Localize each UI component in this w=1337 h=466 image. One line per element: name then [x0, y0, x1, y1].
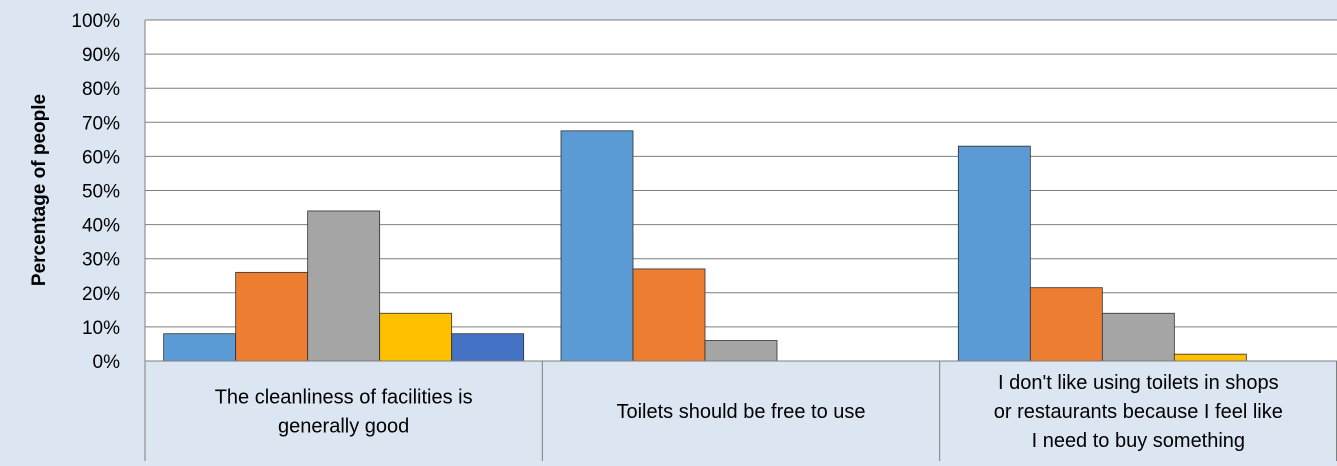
category-label: I need to buy something: [1032, 430, 1245, 452]
y-tick-label: 90%: [82, 45, 120, 66]
bar: [632, 268, 706, 362]
y-tick-label: 80%: [82, 79, 120, 100]
y-tick-labels: 0% 10% 20% 30% 40% 50% 60% 70% 80% 90% 100%: [71, 11, 120, 373]
bar: [560, 130, 634, 362]
bar: [307, 210, 381, 362]
y-tick-label: 30%: [82, 250, 120, 271]
bar: [957, 145, 1031, 362]
bar: [1101, 312, 1175, 362]
y-tick-label: 70%: [82, 113, 120, 134]
category-label: I don't like using toilets in shops: [998, 372, 1279, 394]
bar: [163, 333, 237, 362]
y-tick-label: 20%: [82, 284, 120, 305]
category-label: generally good: [278, 416, 409, 438]
bar: [379, 312, 453, 362]
y-tick-label: 60%: [82, 147, 120, 168]
category-label: or restaurants because I feel like: [994, 401, 1283, 423]
bar: [235, 271, 309, 362]
y-tick-label: 100%: [71, 11, 120, 32]
category-label: The cleanliness of facilities is: [215, 387, 473, 409]
y-tick-label: 10%: [82, 318, 120, 339]
category-label: Toilets should be free to use: [616, 401, 865, 423]
bar: [451, 333, 525, 362]
bar: [704, 340, 778, 362]
y-tick-label: 0%: [93, 352, 121, 373]
y-axis-label: Percentage of people: [29, 94, 50, 286]
y-tick-label: 40%: [82, 216, 120, 237]
bar: [1029, 287, 1103, 362]
y-tick-label: 50%: [82, 182, 120, 203]
bars: [163, 130, 1247, 362]
bar: [1173, 353, 1247, 362]
category-label-table: The cleanliness of facilities is generall…: [144, 360, 1337, 461]
